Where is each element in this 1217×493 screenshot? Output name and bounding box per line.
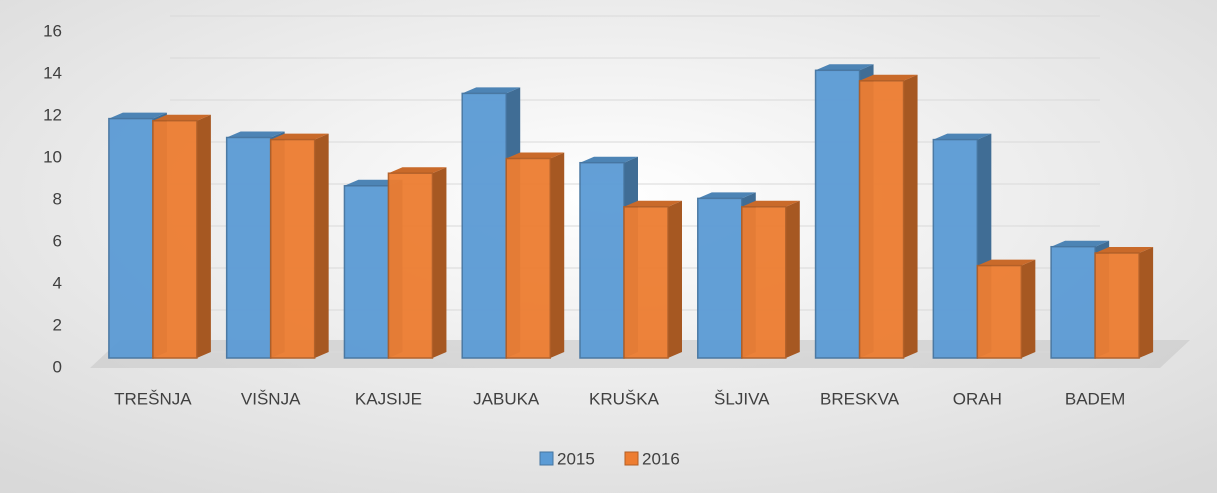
bar-side [314,133,329,358]
bar [932,138,979,359]
bar-top [270,133,329,140]
bar-top [506,152,565,159]
x-tick-label: JABUKA [473,389,540,408]
bar-side [668,200,682,358]
x-tick-label: TREŠNJA [114,389,192,408]
bar [343,185,390,359]
bar [108,117,154,359]
bar-side [903,74,918,359]
bar-side [432,167,447,358]
bar [976,264,1023,359]
bar-top [462,87,521,94]
bar [225,136,272,359]
bar-top [108,112,167,119]
bar [697,197,743,359]
bar-side [550,152,565,358]
bar-top [152,114,211,121]
x-tick-label: ORAH [953,389,1002,408]
bar [461,92,507,359]
bar-top [815,64,874,71]
y-tick-label: 6 [53,231,62,250]
bar [814,69,861,359]
bar-side [1139,247,1154,358]
legend-label: 2016 [642,449,680,468]
x-tick-label: BADEM [1065,389,1125,408]
y-tick-label: 14 [43,63,62,82]
y-tick-label: 16 [43,21,62,40]
bar-top [226,131,285,138]
x-tick-label: ŠLJIVA [714,389,770,408]
bar [152,119,198,359]
bar [579,161,625,359]
bar [623,206,669,359]
bar [858,80,905,359]
bar [1094,252,1140,359]
y-tick-label: 4 [53,273,62,292]
y-tick-label: 10 [43,147,62,166]
bar-top [933,133,992,140]
bar [387,172,434,359]
bar-top [388,167,447,174]
bar-top [741,200,800,207]
y-tick-label: 12 [43,105,62,124]
bar [505,157,551,359]
legend-label: 2015 [557,449,595,468]
legend-swatch [539,451,554,466]
bar [1050,245,1096,359]
bar-side [785,200,800,358]
y-tick-label: 0 [53,357,62,376]
y-tick-label: 8 [53,189,62,208]
bar-top [624,200,682,207]
bar-top [1095,247,1154,253]
bar [741,206,787,359]
bar-top [697,192,756,199]
x-tick-label: VIŠNJA [241,389,301,408]
bar-top [580,156,638,163]
legend-swatch [624,451,639,466]
x-tick-label: BRESKVA [820,389,900,408]
bar [269,138,316,359]
x-tick-label: KRUŠKA [589,389,660,408]
bar-top [1051,240,1110,247]
bar-top [977,259,1036,266]
bar-side [196,114,211,358]
y-tick-label: 2 [53,315,62,334]
bar-side [1021,259,1036,358]
x-tick-label: KAJSIJE [355,389,422,408]
bar-top [859,74,918,81]
